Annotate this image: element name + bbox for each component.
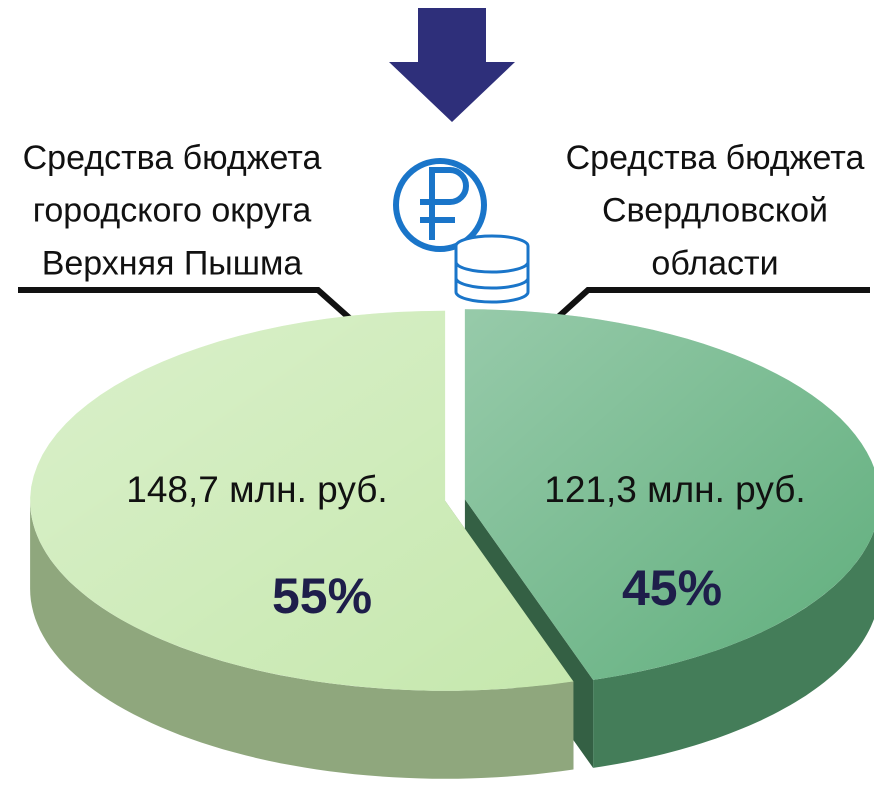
amount-label: 148,7 млн. руб. [126,469,387,510]
slice-side [30,500,574,779]
ruble-icon [393,158,530,304]
value-label: 55% [272,568,372,624]
pie [30,309,874,779]
slice-side [593,531,874,768]
down-arrow [389,8,515,122]
category-label: Средства бюджета Свердловской области [566,139,865,282]
slice-shine [30,310,574,691]
value-label: 45% [622,560,722,616]
category-label: Средства бюджета городского округа Верхняя… [23,139,322,282]
amount-label: 121,3 млн. руб. [544,469,805,510]
slice-shine [464,309,874,680]
slice [30,310,574,779]
